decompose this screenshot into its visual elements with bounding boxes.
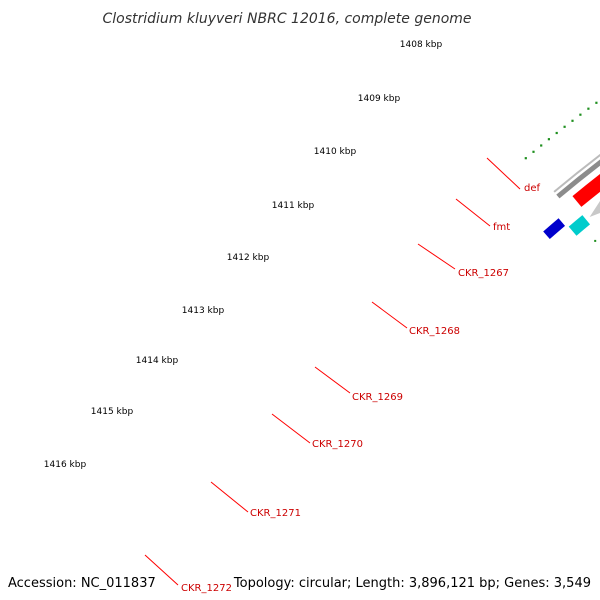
gene-label: fmt	[493, 222, 510, 233]
gene-label: CKR_1271	[250, 508, 301, 519]
tick-label: 1410 kbp	[314, 147, 357, 157]
gene-callout-line	[144, 554, 179, 586]
gene-label: def	[524, 183, 541, 194]
tick-dot-outer	[547, 138, 550, 141]
gene-callout-line	[417, 243, 456, 270]
cds-blue	[543, 218, 566, 240]
gene-label: CKR_1268	[409, 326, 460, 337]
tick-labels: 1408 kbp 1409 kbp 1410 kbp 1411 kbp 1412 kbp…	[44, 40, 443, 470]
map-title: Clostridium kluyveri NBRC 12016, complet…	[102, 11, 471, 27]
gene-callout-line	[486, 157, 521, 190]
tick-dot-outer	[555, 131, 558, 135]
gene-labels: def fmt CKR_1267 CKR_1268 CKR_1269 CKR_1270 CK…	[144, 157, 541, 594]
tick-label: 1408 kbp	[400, 40, 443, 50]
tick-label: 1411 kbp	[272, 201, 315, 211]
tick-label: 1413 kbp	[182, 306, 225, 316]
tick-label: 1409 kbp	[358, 94, 401, 104]
genome-ring	[543, 153, 600, 240]
gene-callout-line	[371, 301, 408, 329]
cds-cyan	[568, 215, 591, 236]
tick-dot-outer	[540, 144, 543, 147]
tick-dot-outer	[587, 107, 590, 110]
tick-label: 1415 kbp	[91, 407, 134, 417]
gene-callout-line	[271, 413, 311, 444]
gene-callout-line	[210, 481, 249, 513]
gene-label: CKR_1272	[181, 583, 232, 594]
cds-reverse-1	[589, 200, 600, 217]
gene-label: CKR_1267	[458, 268, 509, 279]
topology-label: Topology: circular; Length: 3,896,121 bp…	[233, 576, 591, 591]
tick-dot-outer	[524, 157, 527, 160]
tick-dot-outer	[579, 113, 582, 116]
backbone-outer	[556, 159, 600, 199]
tick-dot-outer	[563, 125, 566, 128]
accession-label: Accession: NC_011837	[8, 576, 156, 591]
tick-dot-outer	[595, 101, 598, 104]
tick-dot-outer	[532, 150, 535, 153]
backbone-highlight	[553, 153, 600, 193]
tick-label: 1416 kbp	[44, 460, 87, 470]
tick-dots	[524, 101, 598, 242]
cds-forward-1	[572, 174, 600, 207]
gene-callout-line	[314, 366, 351, 394]
gene-label: CKR_1269	[352, 392, 403, 403]
tick-dot-outer	[571, 119, 574, 122]
gene-label: CKR_1270	[312, 439, 363, 450]
gene-callout-line	[455, 198, 491, 227]
tick-dot-inner	[594, 239, 597, 242]
tick-label: 1414 kbp	[136, 356, 179, 366]
tick-label: 1412 kbp	[227, 253, 270, 263]
